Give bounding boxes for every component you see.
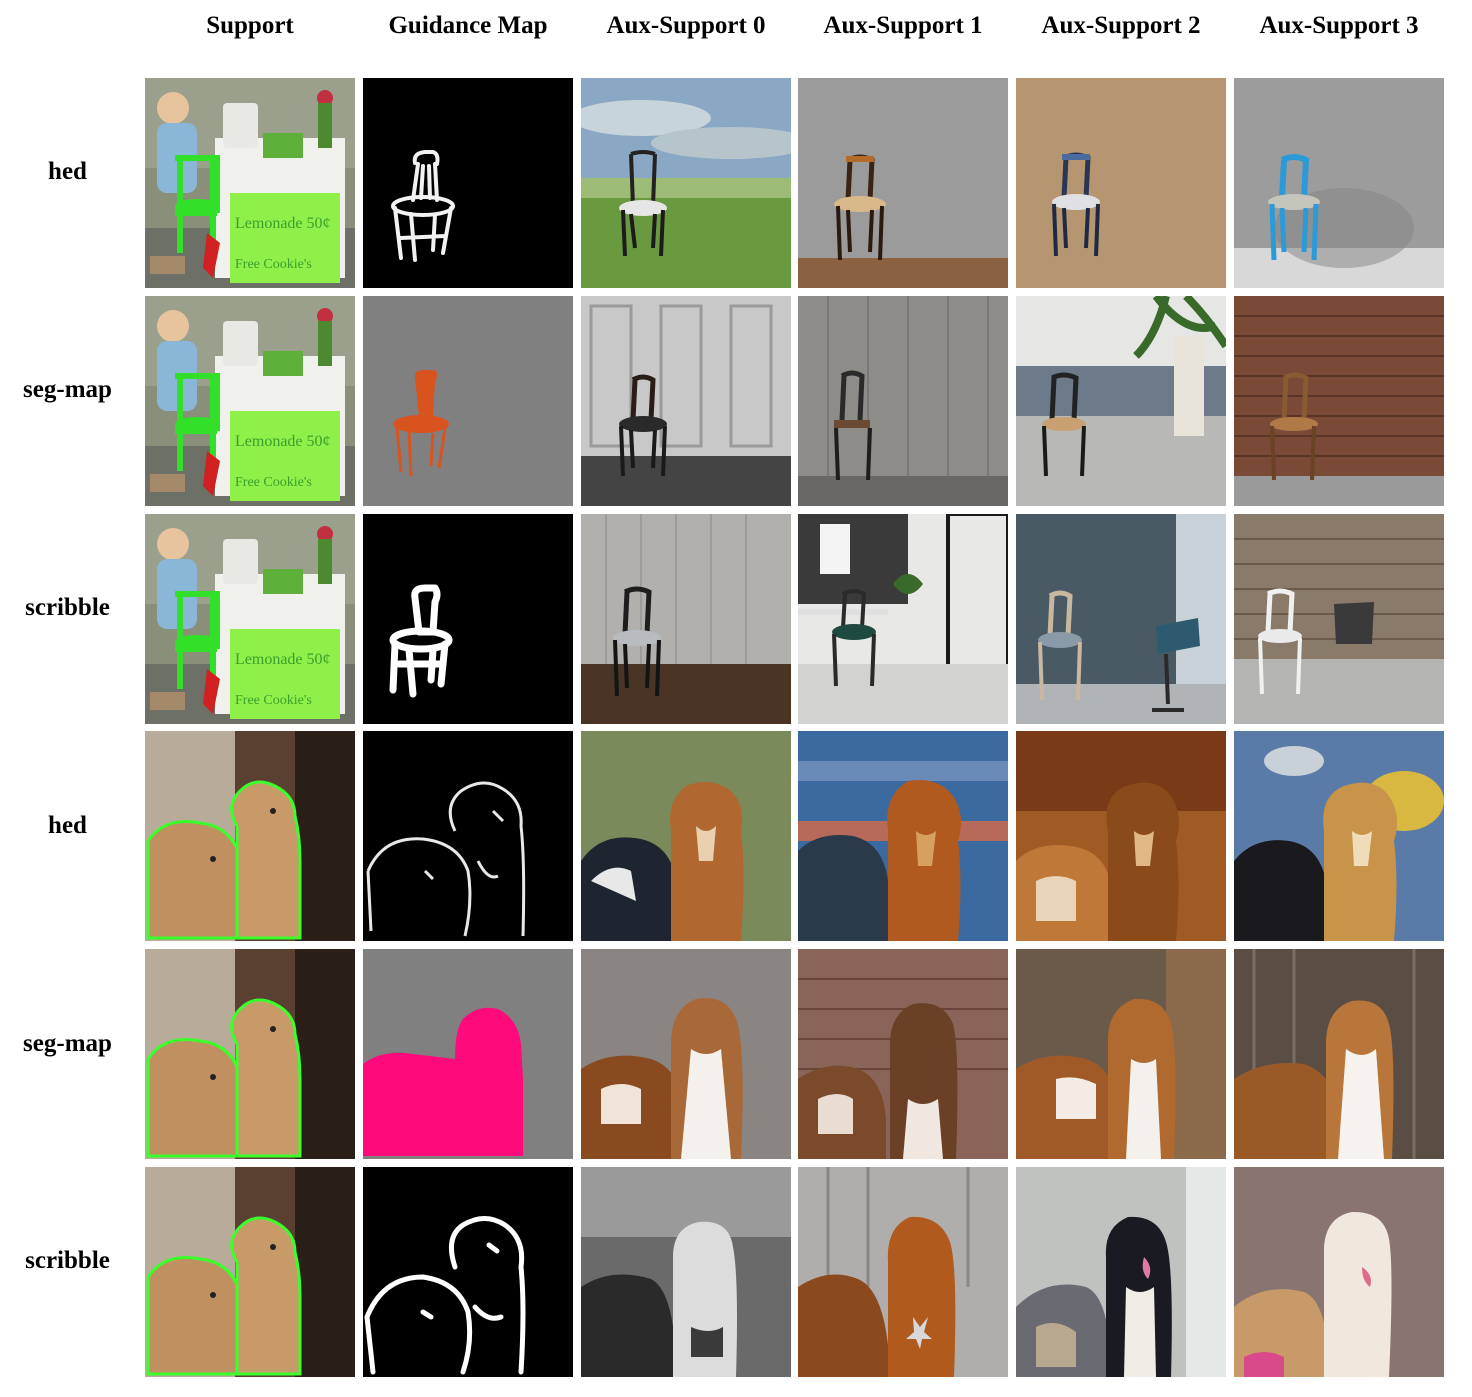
col-header-aux-support-0: Aux-Support 0 xyxy=(606,12,766,39)
row-label-hed-chair: hed xyxy=(48,158,87,185)
aux-support-1-image xyxy=(798,731,1008,941)
aux-support-0-image xyxy=(581,1167,791,1377)
aux-support-0-image xyxy=(581,296,791,506)
row-label-hed-dogs: hed xyxy=(48,812,87,839)
support-image-two-dogs xyxy=(145,731,355,941)
row-label-scribble-chair: scribble xyxy=(25,594,110,621)
guidance-map-seg-dogs xyxy=(363,949,573,1159)
col-header-guidance-map: Guidance Map xyxy=(388,12,548,39)
aux-support-1-image xyxy=(798,949,1008,1159)
col-header-aux-support-1: Aux-Support 1 xyxy=(823,12,983,39)
col-header-support: Support xyxy=(206,12,294,39)
sign-text-line1: Lemonade 50¢ xyxy=(235,651,331,668)
support-image-lemonade-stand: Lemonade 50¢ Free Cookie's xyxy=(145,514,355,724)
guidance-map-hed-dogs xyxy=(363,731,573,941)
aux-support-3-image xyxy=(1234,1167,1444,1377)
sign-text-line2: Free Cookie's xyxy=(235,693,312,708)
support-image-lemonade-stand: Lemonade 50¢ Free Cookie's xyxy=(145,78,355,288)
support-image-two-dogs xyxy=(145,1167,355,1377)
aux-support-2-image xyxy=(1016,731,1226,941)
aux-support-2-image xyxy=(1016,296,1226,506)
guidance-map-hed-chair xyxy=(363,78,573,288)
aux-support-1-image xyxy=(798,514,1008,724)
aux-support-0-image xyxy=(581,731,791,941)
aux-support-3-image xyxy=(1234,949,1444,1159)
aux-support-0-image xyxy=(581,514,791,724)
aux-support-3-image xyxy=(1234,78,1444,288)
aux-support-2-image xyxy=(1016,949,1226,1159)
aux-support-2-image xyxy=(1016,514,1226,724)
aux-support-3-image xyxy=(1234,514,1444,724)
sign-text-line2: Free Cookie's xyxy=(235,257,312,272)
row-label-scribble-dogs: scribble xyxy=(25,1247,110,1274)
aux-support-1-image xyxy=(798,1167,1008,1377)
aux-support-0-image xyxy=(581,78,791,288)
guidance-map-seg-chair xyxy=(363,296,573,506)
col-header-aux-support-2: Aux-Support 2 xyxy=(1041,12,1201,39)
guidance-map-scribble-dogs xyxy=(363,1167,573,1377)
row-label-seg-map-dogs: seg-map xyxy=(23,1030,112,1057)
col-header-aux-support-3: Aux-Support 3 xyxy=(1259,12,1419,39)
aux-support-1-image xyxy=(798,78,1008,288)
guidance-map-scribble-chair xyxy=(363,514,573,724)
aux-support-2-image xyxy=(1016,78,1226,288)
row-label-seg-map-chair: seg-map xyxy=(23,376,112,403)
sign-text-line1: Lemonade 50¢ xyxy=(235,433,331,450)
sign-text-line2: Free Cookie's xyxy=(235,475,312,490)
aux-support-1-image xyxy=(798,296,1008,506)
support-image-lemonade-stand: Lemonade 50¢ Free Cookie's xyxy=(145,296,355,506)
sign-text-line1: Lemonade 50¢ xyxy=(235,215,331,232)
aux-support-3-image xyxy=(1234,296,1444,506)
aux-support-0-image xyxy=(581,949,791,1159)
aux-support-3-image xyxy=(1234,731,1444,941)
aux-support-2-image xyxy=(1016,1167,1226,1377)
support-image-two-dogs xyxy=(145,949,355,1159)
